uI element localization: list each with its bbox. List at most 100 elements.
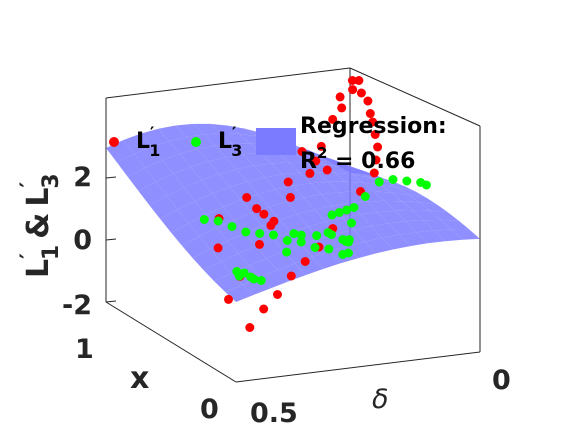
regression-surface-patch <box>269 201 298 220</box>
y-tick-label: 0 <box>73 225 92 256</box>
regression-surface-patch <box>327 181 357 193</box>
data-point <box>327 210 337 220</box>
regression-surface-patch <box>253 163 283 178</box>
data-point <box>334 208 344 217</box>
legend-label-regression: Regression: <box>300 114 447 139</box>
svg-text:L′1&L′3: L′1&L′3 <box>17 173 64 278</box>
regression-surface-patch <box>338 191 367 204</box>
regression-surface-patch <box>260 270 289 289</box>
legend-marker-l3 <box>191 137 201 147</box>
y-label-l1: L <box>21 259 56 278</box>
data-point <box>252 204 262 214</box>
legend: L′ 1 L′ 3 Regression: R2 = 0.66 <box>109 114 447 174</box>
regression-surface-patch <box>397 187 426 198</box>
delta-axis-label: δ <box>372 384 389 415</box>
data-point <box>256 276 266 285</box>
regression-surface-patch <box>312 251 341 269</box>
data-point <box>199 215 209 224</box>
regression-surface-patch <box>192 249 221 270</box>
regression-surface-patch <box>155 173 185 196</box>
regression-surface-patch <box>249 258 278 278</box>
delta-tick-label: 0.5 <box>250 398 298 429</box>
data-point <box>249 274 259 284</box>
regression-surface-patch <box>323 164 352 175</box>
regression-surface-patch <box>391 192 420 203</box>
regression-surface-patch <box>351 174 381 185</box>
box-edge-back-right <box>349 67 481 127</box>
legend-label-l3: L′ 3 <box>218 123 242 160</box>
data-point <box>283 177 293 187</box>
data-point <box>316 141 326 151</box>
data-point <box>297 147 307 156</box>
axes-box <box>105 67 481 383</box>
y-tick-label: -2 <box>62 290 92 321</box>
data-point <box>242 193 252 202</box>
regression-surface-patch <box>171 223 200 246</box>
data-point <box>356 88 366 98</box>
regression-surface-patch <box>169 137 198 154</box>
data-point <box>349 203 359 212</box>
y-axis-label: L′1&L′3 <box>17 173 64 278</box>
regression-surface-patch <box>303 194 333 210</box>
data-point <box>269 216 279 226</box>
y-label-amp: & <box>21 213 56 239</box>
regression-surface-patch <box>116 153 146 177</box>
regression-surface-patch <box>384 200 413 211</box>
regression-surface-patch <box>236 165 265 182</box>
regression-surface-patch <box>334 172 363 183</box>
regression-surface-patch <box>342 214 372 230</box>
regression-surface-patch <box>399 232 428 247</box>
box-edge-front-bottom <box>235 351 481 383</box>
data-point <box>213 243 223 253</box>
data-point <box>369 168 379 178</box>
regression-surface-patch <box>127 167 156 191</box>
regression-surface-patch <box>423 219 452 231</box>
regression-surface-patch <box>362 182 391 193</box>
regression-surface-patch <box>382 234 411 250</box>
data-point <box>312 231 322 241</box>
data-point <box>335 92 345 102</box>
data-point <box>347 76 357 85</box>
data-point <box>371 155 381 165</box>
regression-surface-patch <box>247 177 276 195</box>
data-point <box>213 216 223 226</box>
regression-surface-patch <box>223 200 252 221</box>
regression-surface-patch <box>190 161 219 181</box>
legend-marker-l1 <box>109 137 119 147</box>
regression-surface-patch <box>243 152 272 166</box>
regression-surface-patch <box>377 210 406 224</box>
data-point <box>234 271 244 281</box>
regression-surface-patch <box>166 187 195 210</box>
data-point <box>255 239 264 249</box>
regression-surface-patch <box>180 149 209 167</box>
regression-surface-patch <box>220 253 250 274</box>
data-point <box>363 96 373 106</box>
regression-surface-patch <box>371 223 400 238</box>
data-point <box>269 230 278 240</box>
regression-surface-patch <box>406 220 435 233</box>
delta-tick-label: 0 <box>492 365 511 396</box>
regression-surface-patch <box>228 125 257 136</box>
data-point <box>259 209 269 219</box>
regression-surface-patch <box>210 123 239 134</box>
y-label-sub3: 3 <box>39 173 64 188</box>
y-tick-mark <box>105 176 117 179</box>
regression-surface-patch <box>145 160 174 182</box>
regression-surface-patch <box>279 214 309 233</box>
regression-surface-patch <box>140 128 170 147</box>
regression-surface-patch <box>175 123 204 137</box>
regression-surface-patch <box>181 236 211 259</box>
data-point <box>342 235 352 245</box>
data-point <box>342 205 352 215</box>
regression-surface-patch <box>325 217 354 234</box>
regression-surface-patch <box>277 152 307 163</box>
regression-surface-patch <box>208 157 237 175</box>
regression-surface-patch <box>173 167 202 188</box>
data-point <box>224 294 233 304</box>
regression-surface-patch <box>434 229 463 242</box>
regression-surface-patch <box>199 227 228 250</box>
regression-surface-patch <box>286 197 315 215</box>
regression-surface-patch <box>149 195 178 219</box>
